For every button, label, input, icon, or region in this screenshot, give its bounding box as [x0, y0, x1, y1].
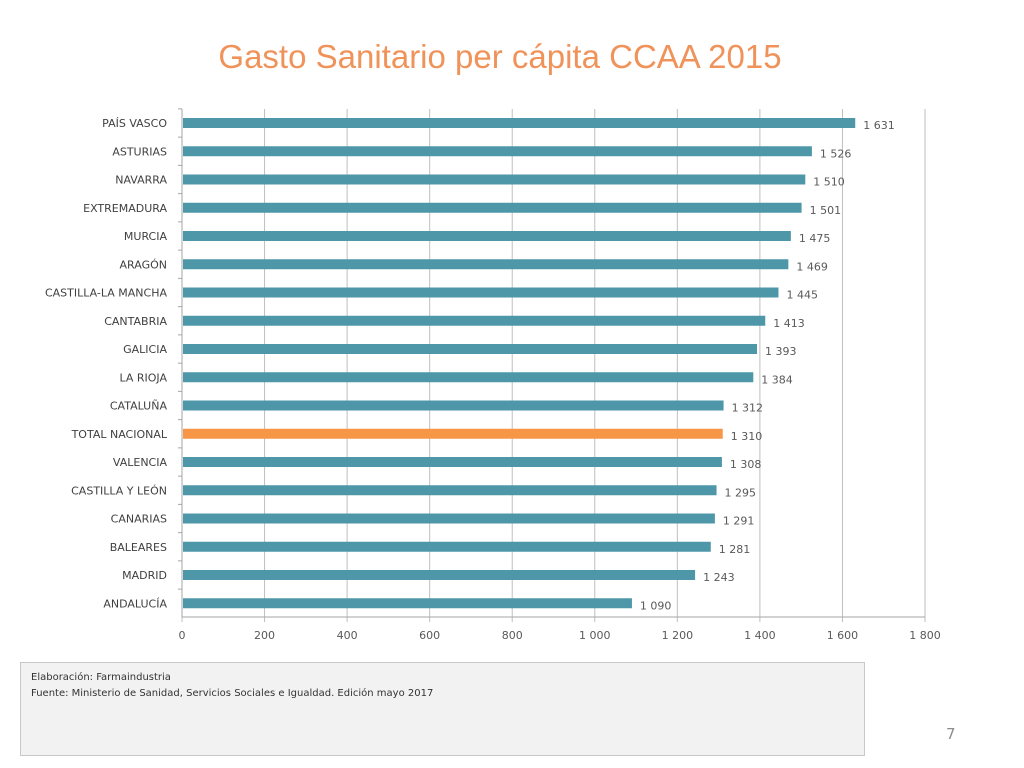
bar — [183, 315, 766, 326]
category-label: LA RIOJA — [119, 371, 167, 384]
x-tick-label: 1 400 — [744, 629, 776, 642]
bar — [183, 344, 757, 354]
page-number: 7 — [946, 725, 956, 743]
category-label: CASTILLA-LA MANCHA — [45, 287, 168, 300]
bar — [183, 400, 724, 411]
category-label: ARAGÓN — [120, 258, 167, 271]
value-label: 1 295 — [725, 486, 757, 499]
value-label: 1 308 — [730, 458, 762, 471]
value-label: 1 510 — [813, 176, 845, 189]
category-label: MURCIA — [124, 230, 168, 243]
bar — [183, 231, 791, 241]
bar — [183, 287, 779, 298]
x-tick-label: 1 000 — [579, 629, 611, 642]
bar — [183, 372, 754, 383]
x-tick-label: 600 — [419, 629, 440, 642]
x-tick-label: 1 600 — [827, 629, 859, 642]
category-label: CANTABRIA — [104, 315, 167, 328]
bar — [183, 541, 711, 552]
category-label: BALEARES — [110, 541, 167, 554]
x-tick-label: 1 800 — [909, 629, 941, 642]
category-label: CATALUÑA — [110, 400, 168, 413]
category-label: TOTAL NACIONAL — [71, 428, 168, 441]
bar-chart: 0 200 400 600 800 1 000 1 200 1 400 1 600 1 800 PA… — [45, 108, 941, 642]
bar — [183, 598, 632, 609]
bar — [183, 570, 696, 580]
chart-grid — [181, 109, 926, 617]
value-label: 1 631 — [863, 119, 895, 132]
bar — [183, 118, 856, 128]
chart-axes — [178, 108, 926, 622]
x-tick-label: 400 — [337, 629, 358, 642]
page-title: Gasto Sanitario per cápita CCAA 2015 — [218, 38, 782, 75]
x-tick-label: 0 — [179, 629, 186, 642]
bar — [183, 259, 789, 270]
value-label: 1 312 — [732, 402, 764, 415]
bar — [183, 513, 715, 524]
category-label: ASTURIAS — [112, 145, 167, 158]
value-label: 1 393 — [765, 345, 797, 358]
value-label: 1 090 — [640, 599, 672, 612]
bar — [183, 146, 812, 157]
bar — [183, 457, 722, 467]
value-label: 1 413 — [773, 317, 805, 330]
x-tick-label: 200 — [254, 629, 275, 642]
bar — [183, 202, 802, 213]
source-elaboration: Elaboración: Farmaindustria — [31, 672, 171, 683]
value-label: 1 526 — [820, 147, 852, 160]
value-label: 1 501 — [810, 204, 842, 217]
category-label: CANARIAS — [111, 513, 167, 526]
value-label: 1 475 — [799, 232, 831, 245]
value-label: 1 243 — [703, 571, 735, 584]
value-label: 1 384 — [761, 373, 793, 386]
category-label: CASTILLA Y LEÓN — [71, 484, 167, 497]
category-label: VALENCIA — [113, 456, 168, 469]
bar-highlight — [183, 428, 723, 439]
bar — [183, 485, 717, 496]
chart-bars — [183, 118, 856, 609]
category-label: EXTREMADURA — [83, 202, 167, 215]
source-box: Elaboración: Farmaindustria Fuente: Mini… — [20, 662, 865, 756]
value-label: 1 291 — [723, 515, 755, 528]
value-label: 1 281 — [719, 543, 751, 556]
x-tick-label: 800 — [502, 629, 523, 642]
category-label: GALICIA — [123, 343, 167, 356]
category-label: NAVARRA — [115, 174, 167, 187]
category-label: MADRID — [122, 569, 167, 582]
value-label: 1 310 — [731, 430, 763, 443]
x-tick-label: 1 200 — [662, 629, 694, 642]
bar — [183, 174, 806, 185]
category-label: ANDALUCÍA — [103, 597, 167, 610]
value-label: 1 469 — [796, 260, 828, 273]
category-label: PAÍS VASCO — [102, 117, 167, 130]
source-reference: Fuente: Ministerio de Sanidad, Servicios… — [31, 688, 434, 699]
value-label: 1 445 — [786, 289, 818, 302]
chart-labels: 0 200 400 600 800 1 000 1 200 1 400 1 600 1 800 PA… — [45, 117, 941, 642]
